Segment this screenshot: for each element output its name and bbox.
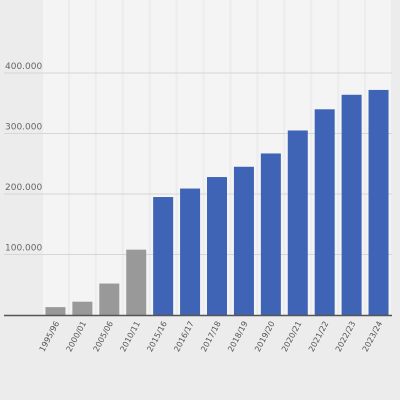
x-tick-label: 2019/20 <box>253 320 277 354</box>
x-tick-label: 2000/01 <box>65 320 89 354</box>
bar-2019-20[interactable] <box>260 153 281 315</box>
bar-2020-21[interactable] <box>287 130 308 315</box>
bar-2017-18[interactable] <box>207 177 227 315</box>
x-tick-label: 2016/17 <box>172 320 196 354</box>
bar-2023-24[interactable] <box>368 89 389 315</box>
x-tick-label: 2023/24 <box>361 320 385 354</box>
bar-2016-17[interactable] <box>180 188 201 315</box>
background-panel <box>96 0 122 315</box>
y-tick-label: 400.000 <box>5 62 42 72</box>
x-tick-label: 2017/18 <box>199 320 223 354</box>
y-tick-label: 300.000 <box>5 123 42 133</box>
x-tick-label: 1995/96 <box>38 320 62 354</box>
x-tick-label: 2022/23 <box>334 320 358 354</box>
background-panel <box>43 0 68 315</box>
x-tick-label: 2010/11 <box>118 320 142 354</box>
bar-2021-22[interactable] <box>314 109 335 315</box>
bar-2015-16[interactable] <box>153 197 174 315</box>
y-tick-label: 100.000 <box>5 244 42 254</box>
bar-2010-11[interactable] <box>126 249 147 315</box>
bar-1995-96[interactable] <box>45 307 66 315</box>
x-tick-label: 2021/22 <box>307 320 331 354</box>
x-tick-label: 2015/16 <box>145 320 169 354</box>
bar-2005-06[interactable] <box>99 283 120 315</box>
bar-2022-23[interactable] <box>341 94 362 315</box>
y-tick-label: 200.000 <box>5 183 42 193</box>
bar-2018-19[interactable] <box>233 166 254 315</box>
background-panel <box>69 0 95 315</box>
x-tick-label: 2018/19 <box>226 320 250 354</box>
bars <box>45 89 389 315</box>
x-tick-label: 2005/06 <box>92 320 116 354</box>
x-tick-label: 2020/21 <box>280 320 304 354</box>
bar-2000-01[interactable] <box>72 301 93 315</box>
